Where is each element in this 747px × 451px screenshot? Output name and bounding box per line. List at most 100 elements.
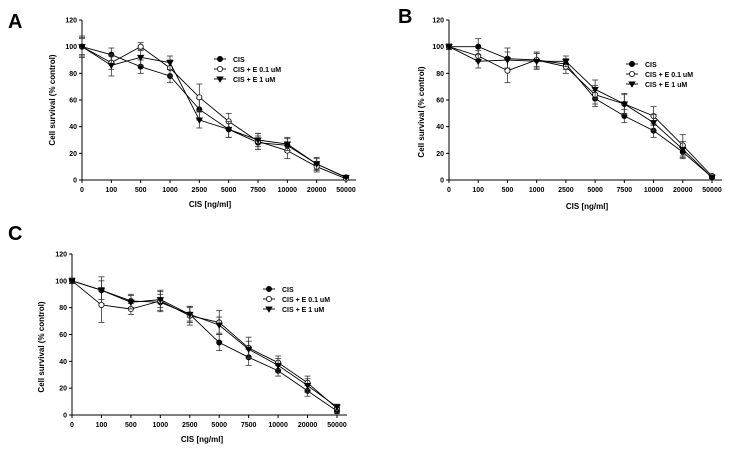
panel-b: B 0 20 40 60 80 100 120 0 100 500 1000 2500 5000 7500… (398, 6, 722, 211)
legend-c: CIS CIS + E 0.1 uM CIS + E 1 uM (263, 285, 330, 314)
x-tick-label-20000-a: 20000 (307, 187, 327, 194)
data-point-e1-c (68, 278, 76, 285)
data-point-e1-a (166, 60, 174, 67)
x-tick-label-7500-a: 7500 (250, 187, 266, 194)
legend-marker-cis-b (629, 61, 636, 68)
x-tick-label-500-b: 500 (502, 187, 514, 194)
legend-marker-e01-b (629, 71, 636, 78)
y-tick-label-40-c: 40 (59, 359, 67, 366)
series-e1-c (68, 277, 341, 411)
y-tick-label-80-c: 80 (59, 305, 67, 312)
x-tick-label-0-c: 0 (70, 422, 74, 429)
series-line-cis-a (81, 46, 347, 178)
x-tick-label-500-c: 500 (125, 422, 137, 429)
legend-marker-e1-b (628, 81, 636, 88)
x-tick-label-500-a: 500 (135, 187, 147, 194)
series-line-cis-b (449, 46, 713, 178)
panel-letter-b: B (398, 6, 412, 28)
series-line-e1-a (81, 46, 347, 178)
y-tick-label-80-a: 80 (69, 71, 77, 78)
data-point-cis-b (475, 43, 482, 50)
y-tick-label-20-a: 20 (69, 151, 77, 158)
legend-marker-e01-c (265, 295, 272, 302)
legend-marker-cis-c (265, 285, 272, 292)
panel-a: A 0 20 40 60 80 100 120 0 100 500 1000 2500 5000 7500… (8, 11, 356, 209)
data-point-e1-a (254, 137, 262, 144)
x-axis-title-c: CIS [ng/ml] (181, 435, 224, 444)
legend-label-e01-a: CIS + E 0.1 uM (233, 67, 281, 74)
legend-label-e1-b: CIS + E 1 uM (645, 82, 687, 89)
legend-marker-cis-a (216, 56, 223, 63)
x-tick-label-2500-a: 2500 (192, 187, 208, 194)
y-tick-label-20-c: 20 (59, 386, 67, 393)
y-tick-label-80-b: 80 (436, 71, 444, 78)
data-point-e01-c (98, 301, 105, 308)
data-point-e1-c (215, 322, 223, 329)
x-axis-title-b: CIS [ng/ml] (566, 202, 609, 211)
legend-label-cis-a: CIS (233, 57, 245, 64)
x-tick-label-10000-c: 10000 (268, 422, 288, 429)
y-tick-label-60-b: 60 (436, 98, 444, 105)
y-tick-label-20-b: 20 (436, 151, 444, 158)
y-tick-label-100-c: 100 (55, 278, 67, 285)
series-e1-b (445, 43, 716, 182)
panel-letter-a: A (8, 11, 22, 33)
series-e01-a (79, 35, 349, 182)
data-point-e1-a (107, 62, 116, 70)
y-tick-label-120-b: 120 (432, 18, 444, 25)
panel-letter-c: C (8, 223, 22, 245)
series-line-e01-a (81, 46, 347, 180)
x-tick-label-2500-b: 2500 (558, 187, 574, 194)
y-tick-label-0-a: 0 (73, 178, 77, 185)
series-e01-b (445, 43, 716, 179)
x-tick-label-0-b: 0 (447, 187, 451, 194)
series-line-e1-c (71, 280, 338, 408)
legend-marker-e1-a (216, 76, 224, 83)
y-tick-label-100-a: 100 (65, 44, 77, 51)
y-tick-label-60-a: 60 (69, 98, 77, 105)
data-point-e1-b (679, 146, 687, 154)
data-point-e1-b (503, 57, 512, 64)
x-tick-label-7500-b: 7500 (617, 187, 633, 194)
y-tick-label-40-b: 40 (436, 124, 444, 131)
data-point-e1-c (333, 404, 341, 411)
x-tick-label-1000-c: 1000 (153, 422, 169, 429)
data-point-e1-a (224, 126, 233, 134)
data-point-e1-a (342, 174, 350, 182)
x-tick-label-20000-b: 20000 (673, 187, 693, 194)
data-point-e1-a (195, 117, 204, 124)
legend-label-e01-c: CIS + E 0.1 uM (282, 297, 330, 304)
x-tick-label-50000-c: 50000 (327, 422, 347, 429)
x-tick-label-5000-c: 5000 (211, 422, 227, 429)
legend-marker-e1-c (265, 306, 273, 313)
x-tick-label-2500-c: 2500 (182, 422, 198, 429)
series-line-e01-b (448, 46, 713, 177)
y-tick-label-0-b: 0 (440, 178, 444, 185)
x-tick-label-5000-a: 5000 (221, 187, 237, 194)
data-point-e1-b (591, 86, 599, 94)
panel-c: C 0 20 40 60 80 100 120 0 100 500 1000 2500 5000 7500… (8, 223, 347, 444)
data-point-e1-c (156, 297, 165, 304)
x-tick-label-20000-c: 20000 (298, 422, 318, 429)
x-tick-label-10000-b: 10000 (644, 187, 664, 194)
series-line-cis-c (71, 280, 338, 412)
y-tick-label-120-a: 120 (65, 18, 77, 25)
data-point-e1-a (312, 161, 321, 168)
x-tick-label-1000-a: 1000 (162, 187, 178, 194)
data-point-e1-a (78, 44, 86, 51)
data-point-e1-a (283, 141, 292, 148)
data-point-e1-b (562, 58, 570, 66)
legend-label-e1-a: CIS + E 1 uM (233, 77, 275, 84)
x-tick-label-1000-b: 1000 (529, 187, 545, 194)
y-axis-title-a: Cell survival (% control) (48, 54, 57, 145)
legend-b: CIS CIS + E 0.1 uM CIS + E 1 uM (626, 61, 693, 89)
data-point-e1-c (127, 299, 135, 307)
x-tick-label-0-a: 0 (80, 187, 84, 194)
y-tick-label-40-a: 40 (69, 124, 77, 131)
data-point-e1-b (708, 174, 716, 182)
data-point-e1-c (303, 382, 312, 390)
data-point-e1-b (532, 58, 541, 66)
data-point-e1-a (136, 54, 145, 62)
x-tick-label-50000-b: 50000 (702, 187, 722, 194)
